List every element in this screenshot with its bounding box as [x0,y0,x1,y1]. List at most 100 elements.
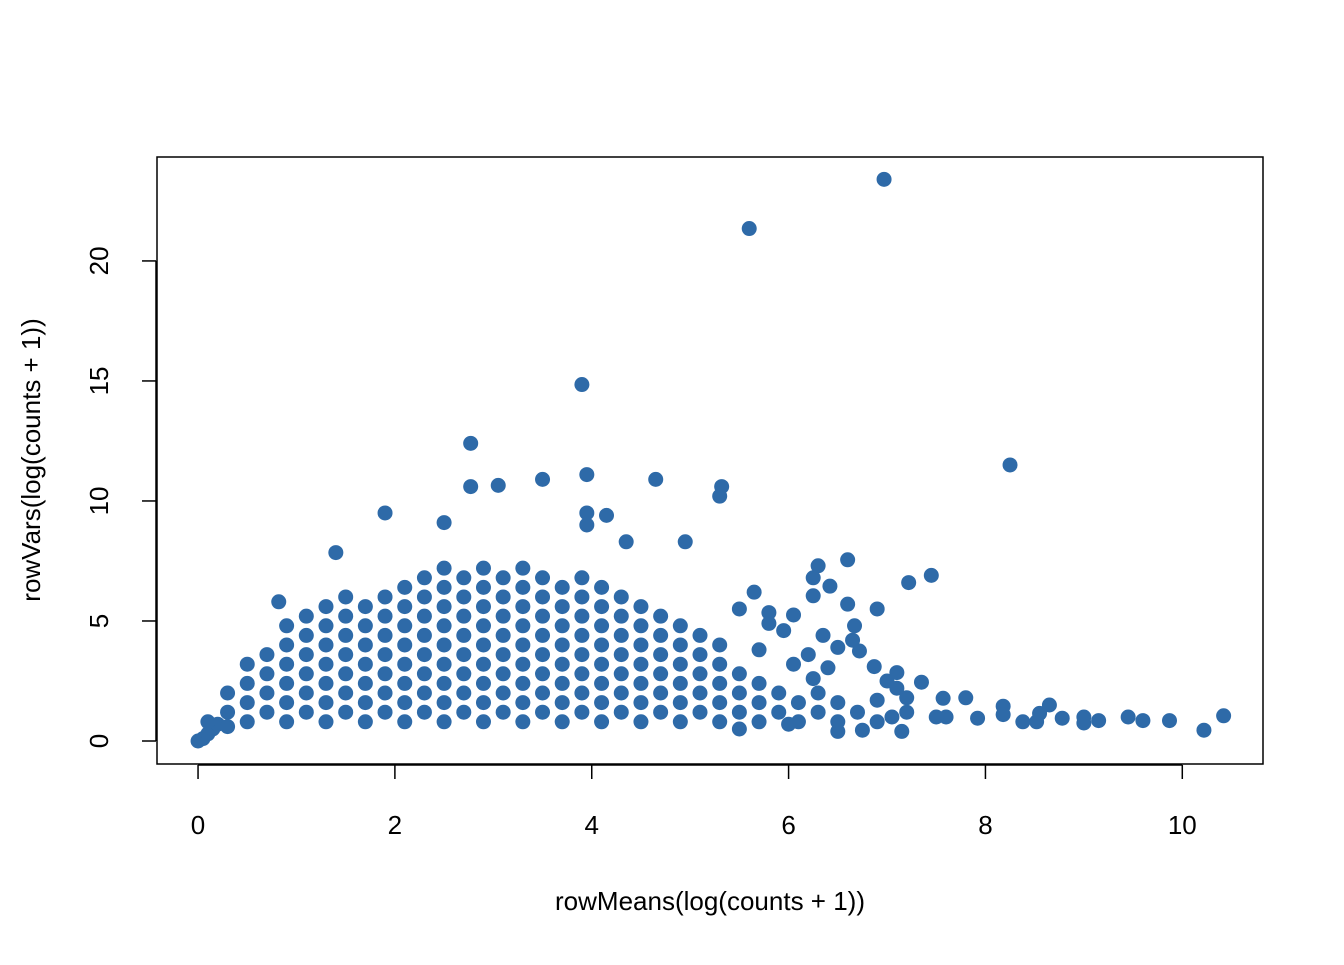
point [554,599,570,615]
point [357,599,373,615]
point [377,627,393,643]
point [810,685,826,701]
point [416,570,432,586]
point [515,637,531,653]
point [259,647,275,663]
point [613,647,629,663]
point [318,637,334,653]
point [377,704,393,720]
point [618,534,634,550]
point [786,656,802,672]
point [436,637,452,653]
point [338,685,354,701]
point [672,695,688,711]
point [594,637,610,653]
point [436,618,452,634]
point [810,704,826,720]
point [456,685,472,701]
point [810,558,826,574]
point [712,714,728,730]
point [820,660,836,676]
point [913,674,929,690]
point [338,608,354,624]
point [535,647,551,663]
point [239,675,255,691]
point [840,552,856,568]
point [677,534,693,550]
point [397,579,413,595]
point [879,673,895,689]
point [830,639,846,655]
point [594,714,610,730]
point [475,714,491,730]
point [599,507,615,523]
point [889,665,905,681]
point [712,675,728,691]
point [901,575,917,591]
point [653,627,669,643]
point [338,627,354,643]
y-tick-label: 10 [84,487,114,516]
point [377,589,393,605]
point [869,601,885,617]
point [416,685,432,701]
point [995,707,1011,723]
point [200,714,216,730]
point [731,704,747,720]
point [958,690,974,706]
point [781,716,797,732]
point [279,675,295,691]
point [338,704,354,720]
point [1120,709,1136,725]
point [1216,708,1232,724]
point [731,666,747,682]
point [923,567,939,583]
point [866,659,882,675]
point [495,627,511,643]
point [840,596,856,612]
point [239,656,255,672]
point [495,666,511,682]
point [397,618,413,634]
point [357,618,373,634]
point [594,656,610,672]
point [672,656,688,672]
point [357,714,373,730]
point [574,647,590,663]
point [554,675,570,691]
point [712,488,728,504]
point [495,608,511,624]
point [805,588,821,604]
point [579,467,595,483]
point [535,704,551,720]
point [318,695,334,711]
point [800,647,816,663]
point [515,599,531,615]
point [935,690,951,706]
point [1135,713,1151,729]
point [463,435,479,451]
y-tick-label: 5 [84,614,114,628]
point [436,560,452,576]
point [416,608,432,624]
point [259,704,275,720]
point [475,656,491,672]
y-axis-label: rowVars(log(counts + 1)) [16,318,46,601]
point [397,695,413,711]
point [869,714,885,730]
point [416,704,432,720]
point [849,704,865,720]
point [259,666,275,682]
point [475,599,491,615]
point [456,647,472,663]
point [970,710,986,726]
point [633,714,649,730]
point [318,618,334,634]
point [495,685,511,701]
point [456,589,472,605]
point [475,560,491,576]
point [579,505,595,521]
point [653,666,669,682]
point [712,656,728,672]
